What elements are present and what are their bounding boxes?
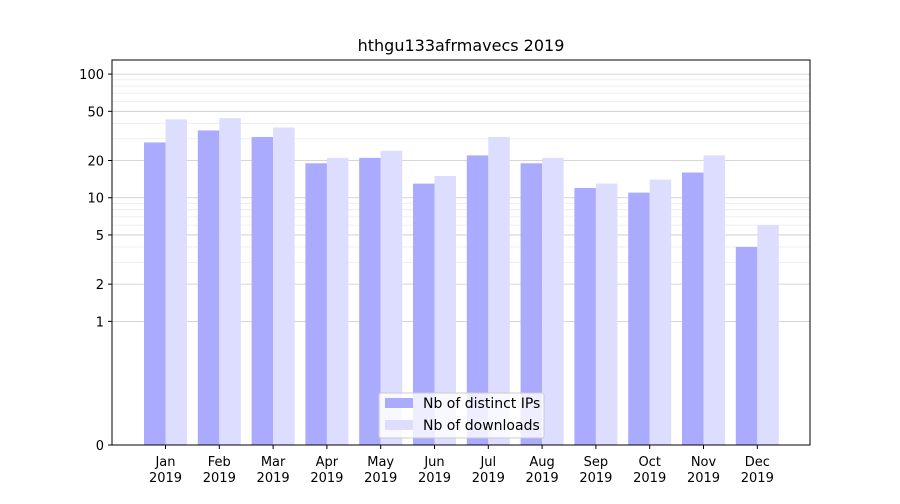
x-tick-label-year: 2019 <box>364 471 397 486</box>
bar-downloads <box>757 225 779 445</box>
x-tick-label-month: Aug <box>529 455 554 470</box>
legend: Nb of distinct IPs Nb of downloads <box>378 392 545 439</box>
bar-distinct-ips <box>305 163 327 445</box>
y-tick-label: 50 <box>87 105 104 120</box>
x-tick-label-month: Jan <box>154 455 175 470</box>
y-tick-label: 20 <box>87 155 104 170</box>
legend-label-ips: Nb of distinct IPs <box>423 396 540 412</box>
y-tick-label: 0 <box>96 439 104 454</box>
y-tick-label: 5 <box>96 229 104 244</box>
bar-downloads <box>326 157 349 446</box>
legend-box <box>378 392 545 439</box>
y-tick-label: 10 <box>87 192 104 207</box>
bar-distinct-ips <box>682 172 704 446</box>
x-axis-ticks: Jan2019Feb2019Mar2019Apr2019May2019Jun20… <box>149 445 774 486</box>
x-tick-label-year: 2019 <box>257 471 290 486</box>
bar-downloads <box>380 150 403 445</box>
bar-distinct-ips <box>735 246 758 445</box>
bar-distinct-ips <box>466 155 489 445</box>
bar-downloads <box>542 157 564 446</box>
x-tick-label-month: May <box>367 455 394 470</box>
bars <box>144 118 779 446</box>
y-tick-label: 1 <box>96 315 104 330</box>
x-tick-label-month: Feb <box>208 455 231 470</box>
x-tick-label-month: Jul <box>479 455 496 470</box>
bar-downloads <box>434 175 456 445</box>
x-tick-label-month: Apr <box>316 455 339 470</box>
bar-downloads <box>595 183 618 445</box>
bar-downloads <box>703 155 725 445</box>
x-tick-label-year: 2019 <box>526 471 559 486</box>
y-tick-label: 100 <box>79 68 104 83</box>
x-tick-label-year: 2019 <box>741 471 774 486</box>
chart-title: hthgu133afrmavecs 2019 <box>358 36 565 55</box>
x-tick-label-year: 2019 <box>418 471 451 486</box>
bar-distinct-ips <box>251 136 274 445</box>
plot-frame <box>111 59 811 446</box>
x-tick-label-month: Nov <box>691 455 717 470</box>
legend-swatch-ips <box>385 398 413 408</box>
bar-distinct-ips <box>520 163 543 445</box>
x-tick-label-month: Mar <box>261 455 286 470</box>
bar-distinct-ips <box>197 130 220 445</box>
x-tick-label-year: 2019 <box>149 471 182 486</box>
bar-downloads <box>649 179 672 446</box>
bar-downloads <box>219 118 241 446</box>
x-tick-label-month: Sep <box>584 455 609 470</box>
x-tick-label-month: Jun <box>423 455 444 470</box>
bar-distinct-ips <box>574 187 596 445</box>
x-tick-label-month: Oct <box>638 455 660 470</box>
bar-distinct-ips <box>144 142 166 445</box>
legend-label-downloads: Nb of downloads <box>423 418 540 434</box>
bar-downloads <box>488 136 510 445</box>
bar-distinct-ips <box>359 157 381 446</box>
x-tick-label-month: Dec <box>745 455 770 470</box>
bar-distinct-ips <box>628 192 650 445</box>
y-tick-label: 2 <box>96 278 104 293</box>
bar-downloads <box>165 119 187 445</box>
x-tick-label-year: 2019 <box>633 471 666 486</box>
legend-swatch-downloads <box>385 420 413 430</box>
x-tick-label-year: 2019 <box>472 471 505 486</box>
y-axis-ticks: 0 1 2 5 10 20 50 100 <box>79 68 112 454</box>
x-tick-label-year: 2019 <box>687 471 720 486</box>
x-tick-label-year: 2019 <box>310 471 343 486</box>
bar-downloads <box>273 127 295 446</box>
bar-distinct-ips <box>413 183 435 445</box>
x-tick-label-year: 2019 <box>203 471 236 486</box>
x-tick-label-year: 2019 <box>579 471 612 486</box>
